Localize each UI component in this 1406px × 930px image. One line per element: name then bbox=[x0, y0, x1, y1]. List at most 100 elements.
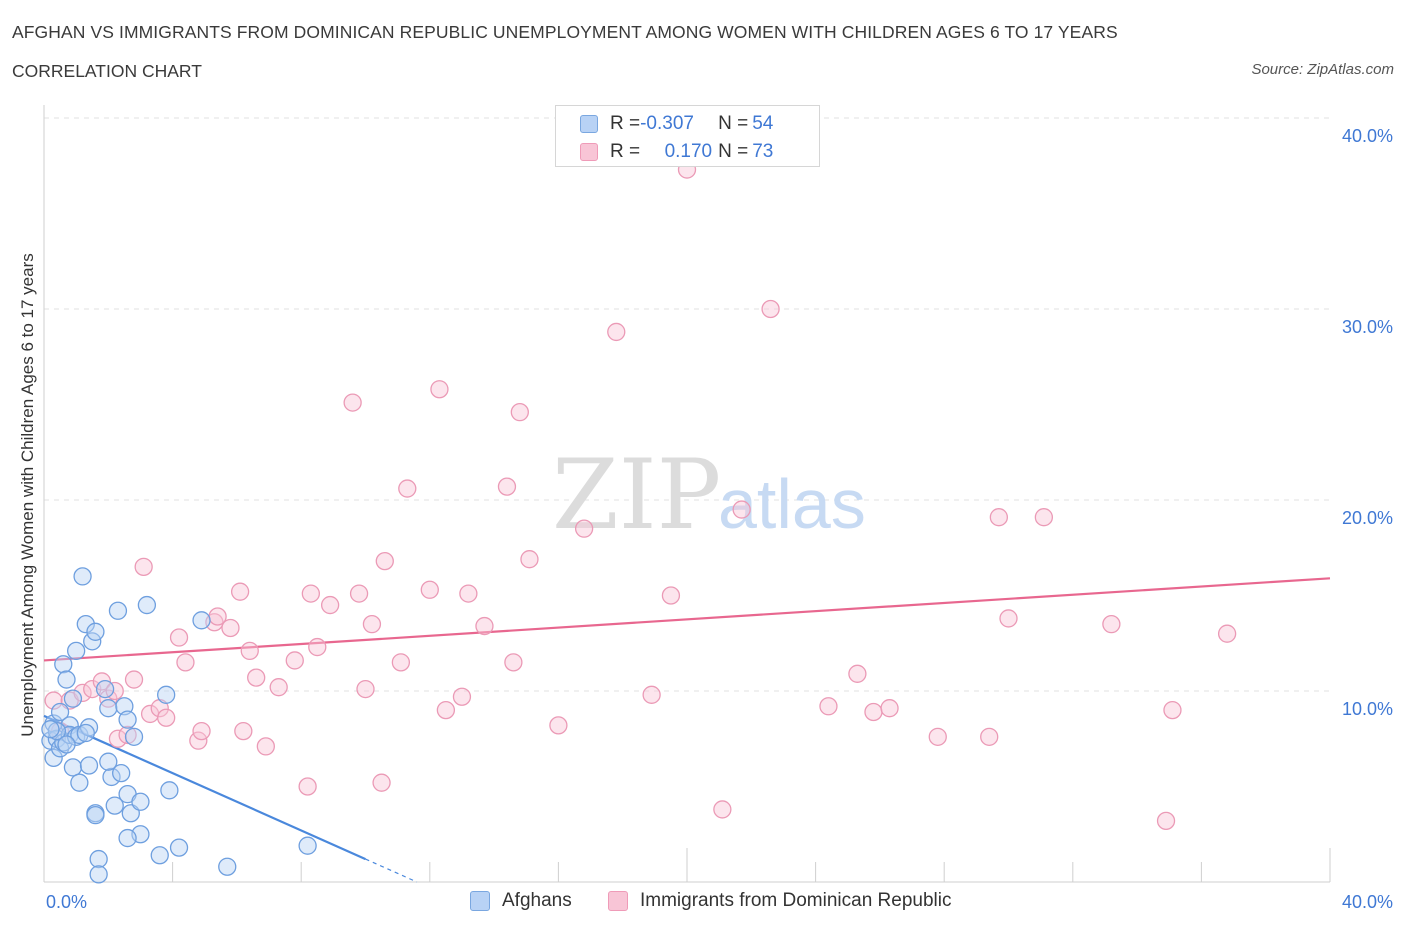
dominican-point bbox=[999, 609, 1018, 628]
dominican-point bbox=[436, 700, 456, 720]
dominican-point bbox=[157, 708, 176, 727]
dominican-point bbox=[1034, 508, 1054, 527]
afghan-point bbox=[70, 773, 89, 792]
afghan-point bbox=[298, 836, 317, 855]
dominican-point bbox=[713, 800, 732, 819]
afghan-trendline bbox=[43, 714, 366, 861]
y-tick-label: 10.0% bbox=[1342, 699, 1393, 719]
afghan-point bbox=[99, 752, 118, 771]
dominican-point bbox=[356, 679, 375, 699]
trendlines bbox=[43, 577, 1331, 883]
afghan-point bbox=[67, 641, 86, 661]
afghan-point bbox=[57, 735, 76, 754]
afghan-point bbox=[192, 611, 211, 630]
dominican-point bbox=[349, 584, 369, 603]
dominican-point bbox=[44, 691, 63, 710]
dominican-point bbox=[520, 550, 539, 569]
r-label: R = bbox=[610, 113, 641, 134]
y-tick-label: 20.0% bbox=[1342, 508, 1393, 528]
afghan-point bbox=[160, 781, 179, 800]
afghan-point bbox=[150, 846, 169, 865]
afghan-point bbox=[67, 727, 86, 746]
dominican-point bbox=[320, 595, 340, 615]
blue-swatch-icon bbox=[580, 115, 598, 133]
afghan-point bbox=[73, 567, 92, 586]
dominican-point bbox=[176, 653, 195, 672]
dominican-point bbox=[420, 580, 439, 599]
afghan-point bbox=[54, 655, 73, 674]
afghan-point bbox=[70, 725, 89, 745]
dominican-point bbox=[134, 557, 153, 576]
grid-lines bbox=[44, 117, 1330, 692]
dominican-point bbox=[761, 299, 780, 319]
afghan-point bbox=[105, 796, 124, 815]
afghan-point bbox=[63, 758, 83, 777]
dominican-point bbox=[230, 582, 250, 601]
x-tick-label: 40.0% bbox=[1342, 892, 1393, 912]
dominican-point bbox=[398, 479, 417, 498]
afghan-point bbox=[41, 720, 60, 739]
dominican-point bbox=[240, 641, 259, 661]
legend-item-dominican[interactable]: Immigrants from Dominican Republic bbox=[608, 890, 952, 912]
dominican-point bbox=[430, 380, 449, 399]
legend-row-dominican: R = 0.170 N = 73 bbox=[580, 140, 773, 164]
dominican-point bbox=[848, 664, 867, 683]
dominican-point bbox=[880, 699, 899, 718]
tick-labels: 10.0% 20.0% 30.0% 40.0% 0.0% 40.0% bbox=[46, 126, 1393, 912]
pink-swatch-icon bbox=[608, 891, 628, 911]
dominican-point bbox=[549, 716, 568, 735]
afghan-trendline-extension bbox=[365, 858, 418, 883]
n-label: N = bbox=[718, 141, 749, 162]
n-value: 73 bbox=[752, 141, 774, 162]
afghan-point bbox=[218, 857, 237, 876]
legend-row-afghans: R = -0.307 N = 54 bbox=[580, 112, 773, 136]
watermark-zip: ZIP bbox=[552, 439, 721, 551]
dominican-point bbox=[372, 773, 391, 792]
afghan-point bbox=[79, 718, 99, 737]
dominican-point bbox=[124, 670, 144, 689]
afghan-point bbox=[99, 699, 118, 718]
afghan-point bbox=[79, 756, 99, 775]
dominican-point bbox=[1102, 615, 1121, 634]
afghan-point bbox=[86, 806, 105, 825]
afghan-point bbox=[63, 689, 83, 708]
afghan-point bbox=[89, 865, 108, 884]
dominican-point bbox=[83, 679, 102, 699]
dominican-point bbox=[732, 500, 751, 519]
dominican-point bbox=[362, 615, 382, 634]
afghan-point bbox=[50, 702, 70, 722]
dominican-point bbox=[375, 551, 394, 571]
chart-subtitle: CORRELATION CHART bbox=[12, 61, 202, 81]
afghan-point bbox=[57, 670, 76, 689]
legend-label: Afghans bbox=[502, 890, 572, 911]
series-legend: Afghans Immigrants from Dominican Republ… bbox=[0, 890, 1406, 914]
afghan-point bbox=[89, 849, 108, 869]
dominican-point bbox=[574, 519, 594, 538]
y-axis-label: Unemployment Among Women with Children A… bbox=[18, 253, 37, 737]
watermark-atlas: atlas bbox=[718, 465, 866, 543]
n-value: 54 bbox=[752, 113, 774, 134]
afghan-point bbox=[157, 685, 176, 704]
dominican-point bbox=[475, 616, 494, 636]
dominican-point bbox=[192, 721, 211, 741]
dominican-point bbox=[73, 683, 92, 703]
afghan-point bbox=[118, 710, 137, 729]
dominican-point bbox=[661, 586, 681, 605]
dominican-point bbox=[301, 584, 320, 603]
correlation-legend: R = -0.307 N = 54 R = 0.170 N = 73 bbox=[555, 105, 820, 167]
dominican-point bbox=[459, 584, 478, 603]
data-points bbox=[41, 160, 1237, 884]
afghan-point bbox=[131, 792, 150, 811]
dominican-point bbox=[343, 393, 362, 412]
dominican-point bbox=[864, 702, 883, 722]
afghan-point bbox=[169, 838, 189, 857]
dominican-point bbox=[1163, 700, 1182, 720]
afghan-point bbox=[118, 828, 137, 848]
dominican-point bbox=[452, 687, 472, 706]
dominican-point bbox=[510, 402, 529, 422]
afghan-point bbox=[102, 767, 121, 787]
afghan-point bbox=[95, 679, 115, 699]
afghan-point bbox=[83, 632, 102, 651]
legend-item-afghans[interactable]: Afghans bbox=[470, 890, 572, 912]
